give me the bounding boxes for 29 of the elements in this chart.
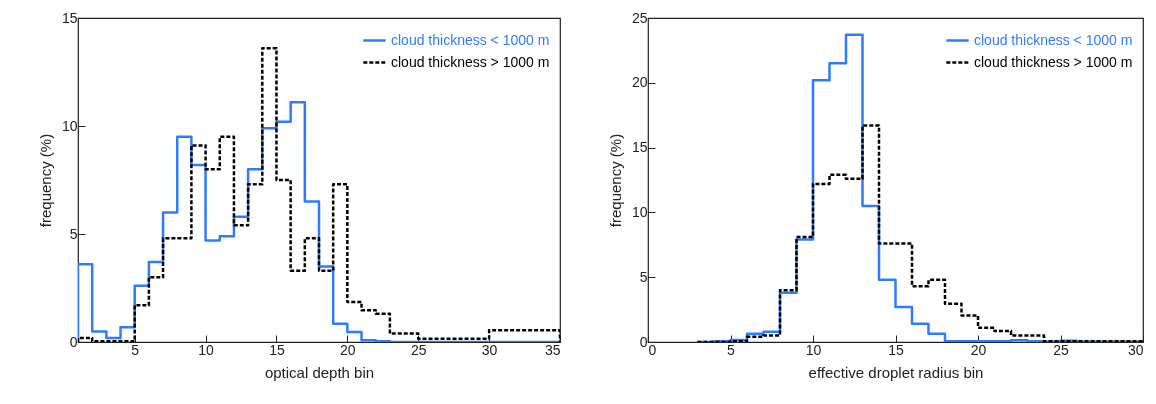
legend-label: cloud thickness > 1000 m [974,53,1133,70]
legend-label: cloud thickness > 1000 m [391,53,550,70]
y-tick-label: 10 [61,117,78,134]
x-tick-label: 30 [481,341,498,358]
x-axis-title: optical depth bin [264,363,375,381]
x-tick-label: 35 [544,341,561,358]
x-tick-label: 25 [1053,341,1069,358]
x-tick-label: 15 [888,341,904,358]
legend-label: cloud thickness < 1000 m [974,31,1133,48]
y-axis-title: frequency (%) [606,133,624,228]
x-tick-label: 30 [1127,341,1144,358]
x-tick-label: 5 [727,341,736,358]
y-tick-label: 5 [69,225,78,242]
y-axis-title: frequency (%) [36,133,54,228]
x-tick-label: 25 [410,341,427,358]
y-tick-label: 20 [631,74,648,91]
x-tick-label: 10 [805,341,822,358]
x-tick-label: 15 [269,341,285,358]
y-tick-label: 5 [639,268,648,285]
x-tick-label: 20 [340,341,356,358]
y-tick-label: 15 [631,139,648,156]
y-tick-label: 10 [631,203,648,220]
x-tick-label: 10 [198,341,215,358]
x-tick-label: 5 [131,341,140,358]
x-tick-label: 20 [970,341,987,358]
y-tick-label: 25 [631,9,648,26]
x-axis-title: effective droplet radius bin [808,363,984,381]
legend-label: cloud thickness < 1000 m [391,31,550,48]
y-tick-label: 15 [61,9,78,26]
